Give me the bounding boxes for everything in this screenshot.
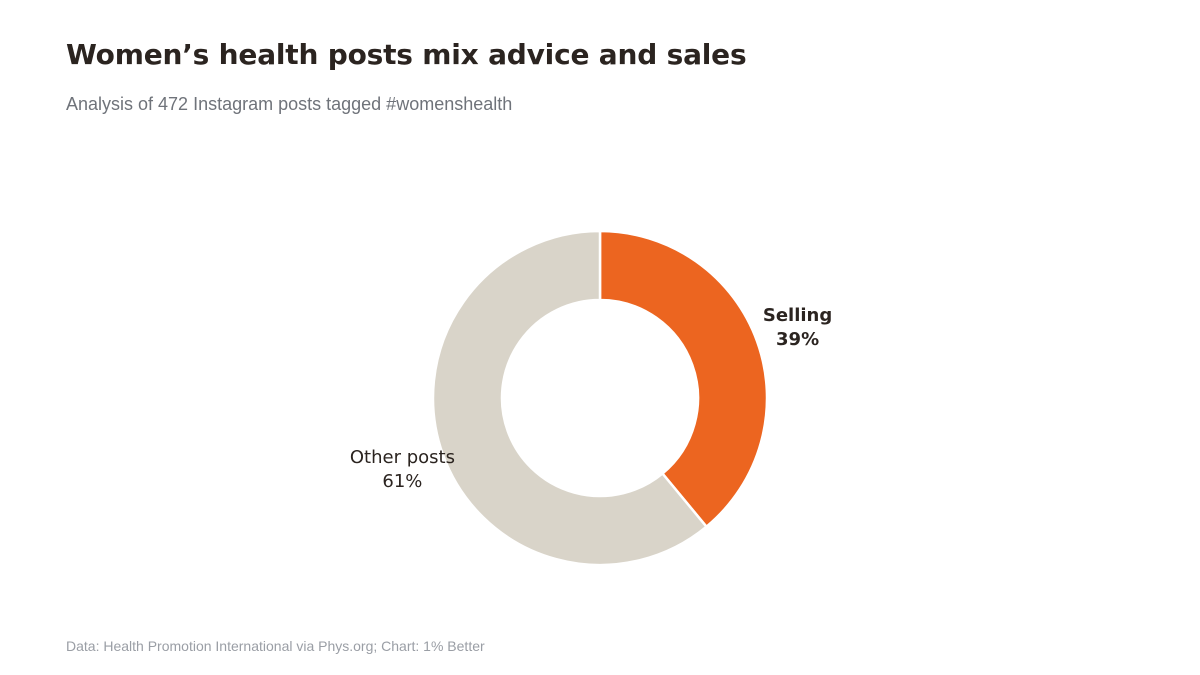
slice-other-posts — [431, 229, 708, 567]
chart-subtitle: Analysis of 472 Instagram posts tagged #… — [66, 94, 513, 114]
chart-title: Women’s health posts mix advice and sale… — [66, 38, 747, 71]
slice-value-selling: 39% — [776, 329, 819, 350]
slice-value-other-posts: 61% — [382, 471, 422, 492]
slice-label-other-posts: Other posts — [350, 447, 455, 468]
slice-label-selling: Selling — [763, 305, 832, 326]
slice-labels: Selling 39% Other posts 61% — [350, 305, 832, 492]
slice-selling — [598, 229, 769, 528]
source-note: Data: Health Promotion International via… — [66, 638, 485, 654]
donut-slices — [431, 229, 769, 567]
